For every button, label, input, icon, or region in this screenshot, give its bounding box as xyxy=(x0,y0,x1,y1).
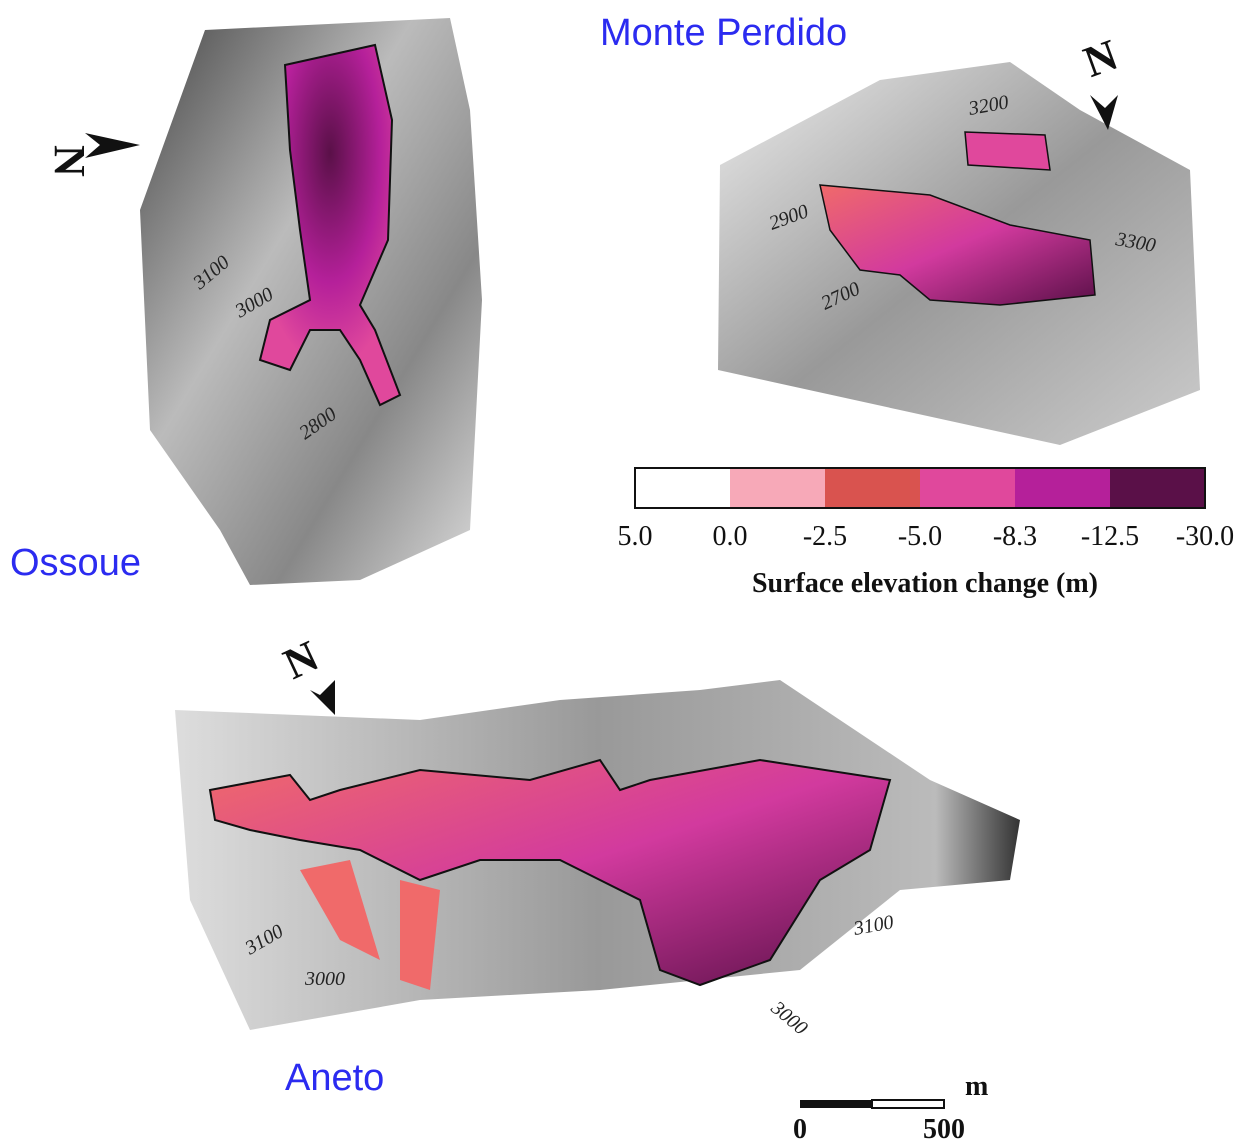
monte-perdido-panel: N 3200 2900 3300 2700 Monte Perdido xyxy=(600,12,1200,445)
scale-tick: 0 xyxy=(793,1114,807,1143)
legend-bin xyxy=(825,468,920,508)
contour-label: 3000 xyxy=(766,996,812,1039)
legend-tick: 5.0 xyxy=(618,521,653,552)
legend-tick: -12.5 xyxy=(1081,521,1139,552)
legend-tick: -2.5 xyxy=(803,521,847,552)
north-arrow: N xyxy=(276,631,326,689)
arrow xyxy=(310,680,335,715)
legend-bin xyxy=(1015,468,1110,508)
legend-title: Surface elevation change (m) xyxy=(752,568,1098,599)
ossoue-panel: N 3100 3000 2800 Ossoue xyxy=(10,18,482,585)
scale-bar: m 0 500 xyxy=(793,1071,988,1143)
scale-unit: m xyxy=(965,1071,988,1102)
legend-bin xyxy=(635,468,730,508)
scale-segment xyxy=(800,1100,872,1108)
glacier xyxy=(965,132,1050,170)
legend-tick: 0.0 xyxy=(713,521,748,552)
glacier-name: Ossoue xyxy=(10,542,141,584)
aneto-panel: N 3100 3000 3100 3000 Aneto xyxy=(175,631,1020,1099)
figure: N 3100 3000 2800 Ossoue N 3200 2900 3300… xyxy=(0,0,1252,1143)
glacier-name: Aneto xyxy=(285,1057,384,1099)
legend-tick: -5.0 xyxy=(898,521,942,552)
scale-tick: 500 xyxy=(923,1114,965,1143)
glacier-name: Monte Perdido xyxy=(600,12,847,54)
legend-bin xyxy=(1110,468,1205,508)
north-arrow: N xyxy=(1077,30,1124,87)
legend-tick: -8.3 xyxy=(993,521,1037,552)
north-arrow: N xyxy=(45,145,94,177)
legend: Surface elevation change (m) 5.0 0.0 -2.5 -… xyxy=(618,468,1235,599)
legend-bin xyxy=(920,468,1015,508)
legend-tick: -30.0 xyxy=(1176,521,1234,552)
contour-label: 3000 xyxy=(304,968,345,990)
legend-bin xyxy=(730,468,825,508)
scale-segment xyxy=(872,1100,944,1108)
